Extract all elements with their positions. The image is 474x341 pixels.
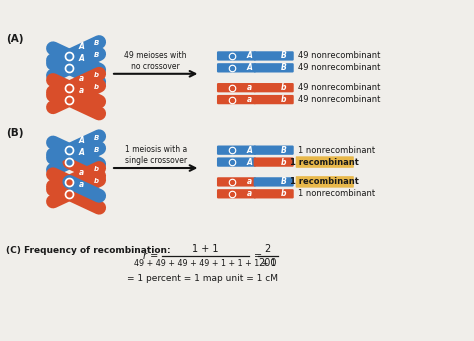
Text: 1 nonrecombinant: 1 nonrecombinant [298,189,374,198]
Text: B: B [93,135,99,141]
Text: a: a [247,177,252,187]
Text: 49 nonrecombinant: 49 nonrecombinant [298,83,380,92]
Text: 49 nonrecombinant: 49 nonrecombinant [298,63,380,72]
Text: b: b [94,178,99,184]
FancyBboxPatch shape [296,176,354,188]
FancyBboxPatch shape [217,158,256,167]
Text: B: B [93,53,99,58]
FancyBboxPatch shape [217,95,256,104]
Text: a: a [79,168,84,177]
Text: = 1 percent = 1 map unit = 1 cM: = 1 percent = 1 map unit = 1 cM [127,273,278,283]
Text: A: A [246,51,252,60]
FancyBboxPatch shape [254,51,294,61]
Text: b: b [281,83,286,92]
Text: B: B [93,41,99,46]
Text: =: = [254,251,262,261]
Text: 1 + 1: 1 + 1 [192,244,219,254]
Text: a: a [79,74,84,83]
Text: 49 nonrecombinant: 49 nonrecombinant [298,51,380,60]
Text: r =: r = [144,251,159,261]
Text: B: B [281,63,287,72]
Text: A: A [79,54,85,63]
Text: A: A [246,146,252,155]
Text: 2: 2 [264,244,271,254]
Text: 49 + 49 + 49 + 49 + 1 + 1 + 1 + 1: 49 + 49 + 49 + 49 + 1 + 1 + 1 + 1 [134,259,276,268]
Text: b: b [94,84,99,90]
Text: a: a [79,180,84,189]
FancyBboxPatch shape [254,177,294,187]
Text: b: b [281,189,286,198]
Text: 1 meiosis with a
single crossover: 1 meiosis with a single crossover [125,145,187,165]
Text: (A): (A) [6,34,23,44]
FancyBboxPatch shape [254,158,294,167]
Text: (B): (B) [6,128,23,138]
FancyBboxPatch shape [254,83,294,92]
FancyBboxPatch shape [254,146,294,155]
Text: 1 recombinant: 1 recombinant [291,158,359,166]
Text: a: a [247,189,252,198]
Text: b: b [94,72,99,78]
Text: B: B [93,147,99,152]
Text: 49 nonrecombinant: 49 nonrecombinant [298,95,380,104]
FancyBboxPatch shape [217,177,256,187]
Text: B: B [281,51,287,60]
Text: B: B [281,146,287,155]
FancyBboxPatch shape [217,83,256,92]
FancyBboxPatch shape [217,51,256,61]
Text: b: b [94,166,99,173]
FancyBboxPatch shape [217,63,256,73]
Text: (C) Frequency of recombination:: (C) Frequency of recombination: [6,246,171,255]
FancyBboxPatch shape [296,156,354,168]
Text: a: a [247,95,252,104]
FancyBboxPatch shape [254,189,294,198]
Text: 49 meioses with
no crossover: 49 meioses with no crossover [124,51,187,71]
Text: 200: 200 [258,258,277,268]
Text: A: A [246,158,252,166]
Text: 1 recombinant: 1 recombinant [291,177,359,187]
Text: A: A [79,136,85,145]
Text: A: A [79,148,85,157]
Text: A: A [246,63,252,72]
FancyBboxPatch shape [217,189,256,198]
Text: B: B [281,177,287,187]
FancyBboxPatch shape [217,146,256,155]
FancyBboxPatch shape [254,63,294,73]
Text: b: b [281,95,286,104]
Text: b: b [281,158,286,166]
Text: A: A [79,42,85,51]
Text: a: a [79,86,84,95]
Text: 1 nonrecombinant: 1 nonrecombinant [298,146,374,155]
Text: a: a [247,83,252,92]
FancyBboxPatch shape [254,95,294,104]
